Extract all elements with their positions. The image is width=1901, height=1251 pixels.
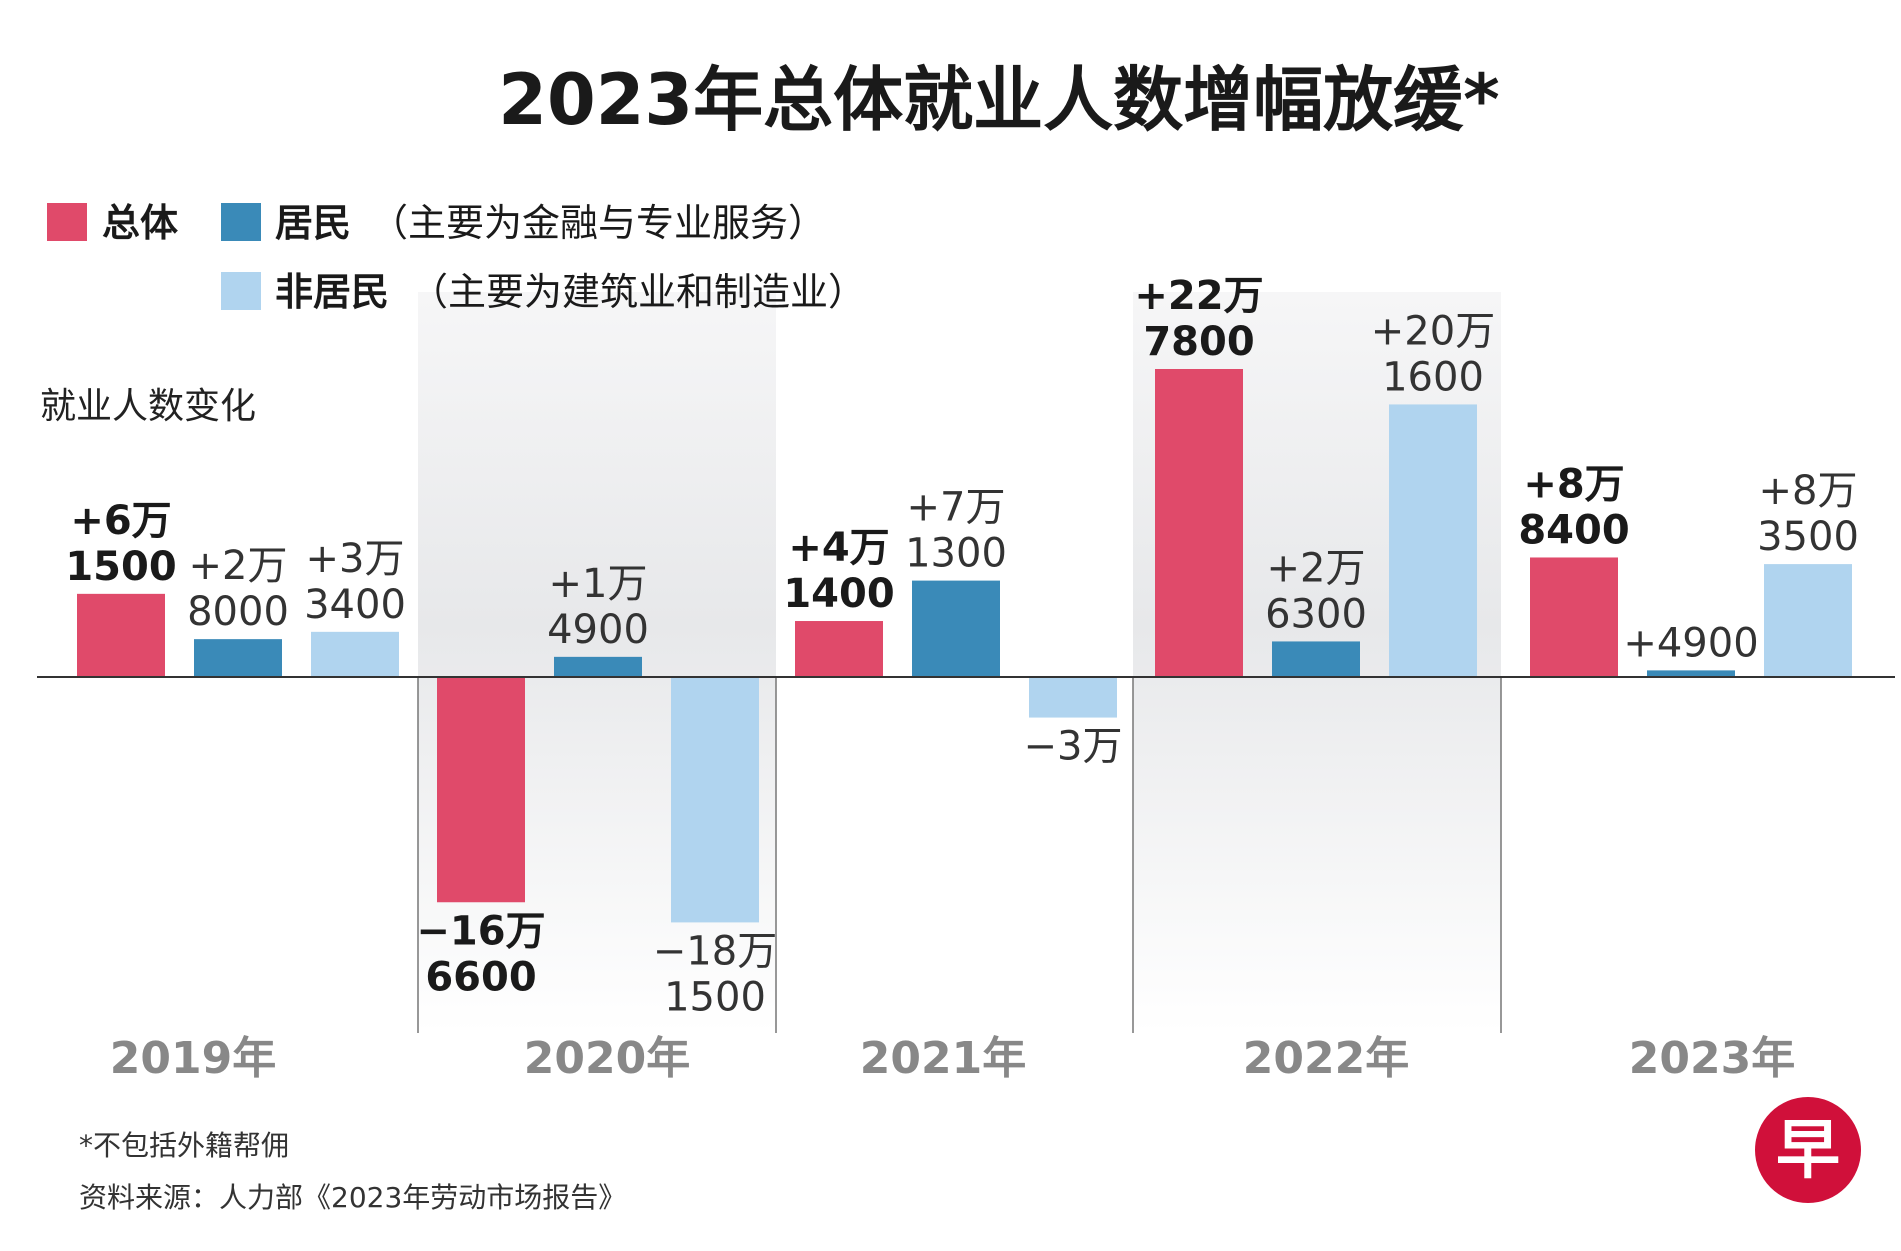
data-label: +6万 — [70, 498, 171, 544]
legend-swatch-resident — [221, 203, 261, 241]
bar-nonresident — [311, 631, 399, 677]
data-label: −16万 — [416, 908, 545, 954]
data-label: 3400 — [304, 582, 406, 628]
bar-total — [795, 621, 883, 677]
chart-title: 2023年总体就业人数增幅放缓* — [498, 59, 1499, 141]
legend-note-resident: （主要为金融与专业服务） — [370, 201, 826, 245]
zaobao-logo: 早 — [1755, 1097, 1861, 1203]
bar-resident — [912, 580, 1000, 677]
x-tick-label: 2022年 — [1243, 1033, 1409, 1084]
data-label: +8万 — [1759, 468, 1858, 514]
data-label: +7万 — [907, 485, 1006, 531]
data-label: 6300 — [1265, 591, 1367, 637]
source-note: 资料来源：人力部《2023年劳动市场报告》 — [79, 1181, 626, 1214]
bar-resident — [194, 639, 282, 677]
legend-swatch-total — [47, 203, 87, 241]
data-label: 8000 — [187, 589, 289, 635]
data-label: +3万 — [306, 536, 405, 582]
data-label: −18万 — [653, 928, 777, 974]
bar-nonresident — [1764, 564, 1852, 677]
bar-nonresident — [1029, 677, 1117, 718]
data-label: 3500 — [1757, 514, 1859, 560]
data-label: 1500 — [65, 544, 176, 590]
bar-nonresident — [1389, 404, 1477, 677]
data-label: +2万 — [189, 543, 288, 589]
data-label: −3万 — [1024, 724, 1123, 770]
legend: 总体 居民 （主要为金融与专业服务） 非居民 （主要为建筑业和制造业） — [47, 201, 866, 314]
data-label: +1万 — [549, 561, 648, 607]
data-label: 6600 — [425, 954, 536, 1000]
data-label: 1600 — [1382, 354, 1484, 400]
legend-label-nonresident: 非居民 — [275, 270, 389, 314]
data-label: +4900 — [1623, 620, 1758, 666]
data-label: 4900 — [547, 607, 649, 653]
x-tick-label: 2023年 — [1629, 1033, 1795, 1084]
x-tick-label: 2021年 — [860, 1033, 1026, 1084]
bar-total — [1530, 557, 1618, 677]
data-label: +2万 — [1267, 545, 1366, 591]
legend-label-total: 总体 — [102, 201, 178, 245]
bars: +6万1500−16万6600+4万1400+22万7800+8万8400+2万… — [65, 273, 1859, 1020]
y-axis-label: 就业人数变化 — [40, 386, 256, 427]
bar-total — [437, 677, 525, 903]
data-label: 7800 — [1143, 319, 1254, 365]
bar-resident — [1647, 670, 1735, 677]
footnote: *不包括外籍帮佣 — [79, 1129, 289, 1162]
data-label: +4万 — [788, 525, 889, 571]
year-labels: 2019年 2020年 2021年 2022年 2023年 — [110, 1033, 1795, 1084]
x-tick-label: 2020年 — [524, 1033, 690, 1084]
data-label: +8万 — [1523, 461, 1624, 507]
x-tick-label: 2019年 — [110, 1033, 276, 1084]
legend-note-nonresident: （主要为建筑业和制造业） — [410, 270, 866, 314]
data-label: 1500 — [664, 974, 766, 1020]
bar-nonresident — [671, 677, 759, 923]
data-label: 1300 — [905, 531, 1007, 577]
legend-swatch-nonresident — [221, 272, 261, 310]
data-label: 8400 — [1518, 507, 1629, 553]
bar-total — [1155, 369, 1243, 677]
data-label: +22万 — [1134, 273, 1263, 319]
bar-resident — [1272, 641, 1360, 677]
bar-total — [77, 593, 165, 677]
data-label: 1400 — [783, 571, 894, 617]
logo-glyph: 早 — [1776, 1114, 1840, 1188]
legend-label-resident: 居民 — [275, 201, 351, 245]
bar-resident — [554, 656, 642, 677]
data-label: +20万 — [1371, 308, 1495, 354]
